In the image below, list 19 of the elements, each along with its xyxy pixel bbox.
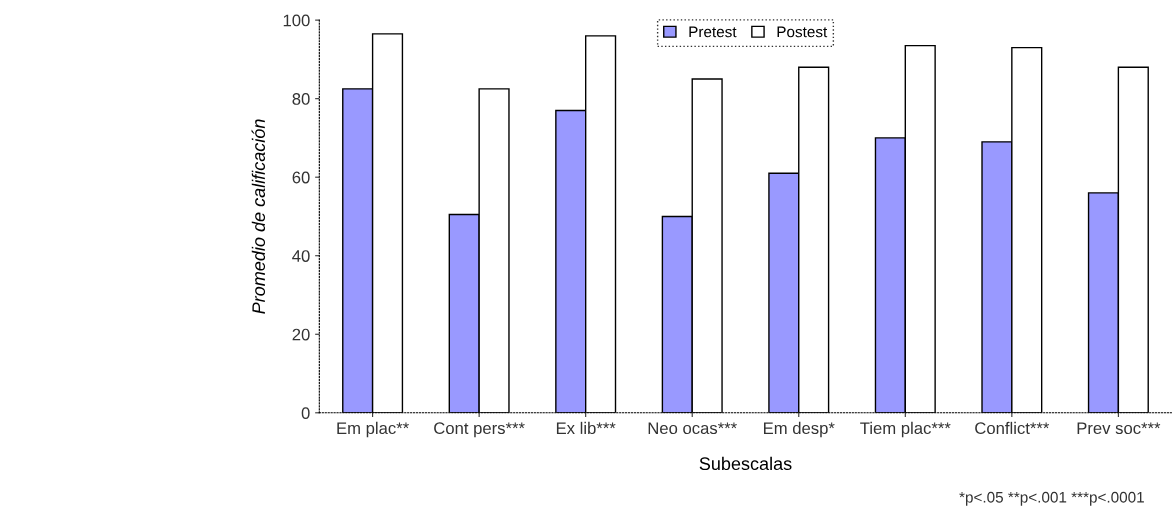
x-tick-label: Tiem plac*** bbox=[860, 421, 951, 438]
text: *p<.05 **p<.001 ***p<.0001 bbox=[959, 491, 1144, 506]
x-tick-label: Conflict*** bbox=[975, 421, 1050, 435]
x-tick-label: Em plac** bbox=[337, 421, 409, 438]
x-tick-label: Em desp* bbox=[764, 421, 835, 438]
x-tick-label: Cont pers*** bbox=[434, 422, 525, 438]
y-tick-label: 40 bbox=[292, 250, 310, 262]
y-tick-label: 60 bbox=[292, 171, 310, 184]
y-tick-label: 100 bbox=[283, 14, 310, 27]
legend-label: Postest bbox=[777, 26, 828, 38]
y-axis-title: Promedio de calificación bbox=[251, 119, 266, 314]
y-tick-label: 0 bbox=[301, 407, 310, 419]
x-tick-label: Prev soc*** bbox=[1077, 422, 1161, 435]
legend-label: Pretest bbox=[689, 26, 737, 38]
y-tick-label: 20 bbox=[292, 328, 310, 341]
x-axis-title: Subescalas bbox=[699, 456, 792, 471]
y-tick-label: 80 bbox=[292, 93, 310, 105]
x-tick-label: Ex lib*** bbox=[556, 421, 616, 435]
x-tick-label: Neo ocas*** bbox=[648, 422, 737, 435]
